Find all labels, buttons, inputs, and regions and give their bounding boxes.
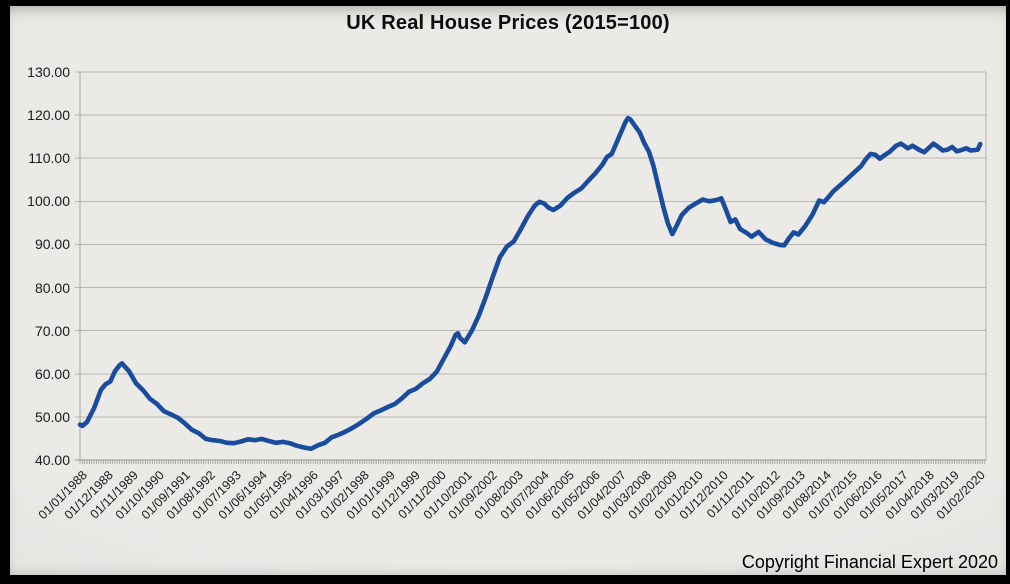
y-tick-label: 40.00 (34, 452, 70, 468)
price-line-plot (75, 71, 987, 464)
y-tick-label: 110.00 (28, 150, 70, 167)
y-tick-label: 90.00 (34, 236, 70, 253)
house-price-series-line (77, 115, 983, 452)
y-tick-label: 130.00 (27, 64, 70, 80)
y-tick-label: 50.00 (34, 408, 70, 425)
chart-canvas: UK Real House Prices (2015=100) 130.00 12… (10, 6, 1006, 575)
copyright-text: Copyright Financial Expert 2020 (741, 552, 998, 572)
y-tick-label: 100.00 (27, 193, 70, 210)
chart-title: UK Real House Prices (2015=100) (346, 12, 670, 34)
y-tick-label: 80.00 (34, 279, 70, 296)
y-tick-label: 70.00 (34, 322, 70, 339)
y-tick-label: 60.00 (34, 365, 70, 382)
y-tick-label: 120.00 (27, 107, 70, 124)
